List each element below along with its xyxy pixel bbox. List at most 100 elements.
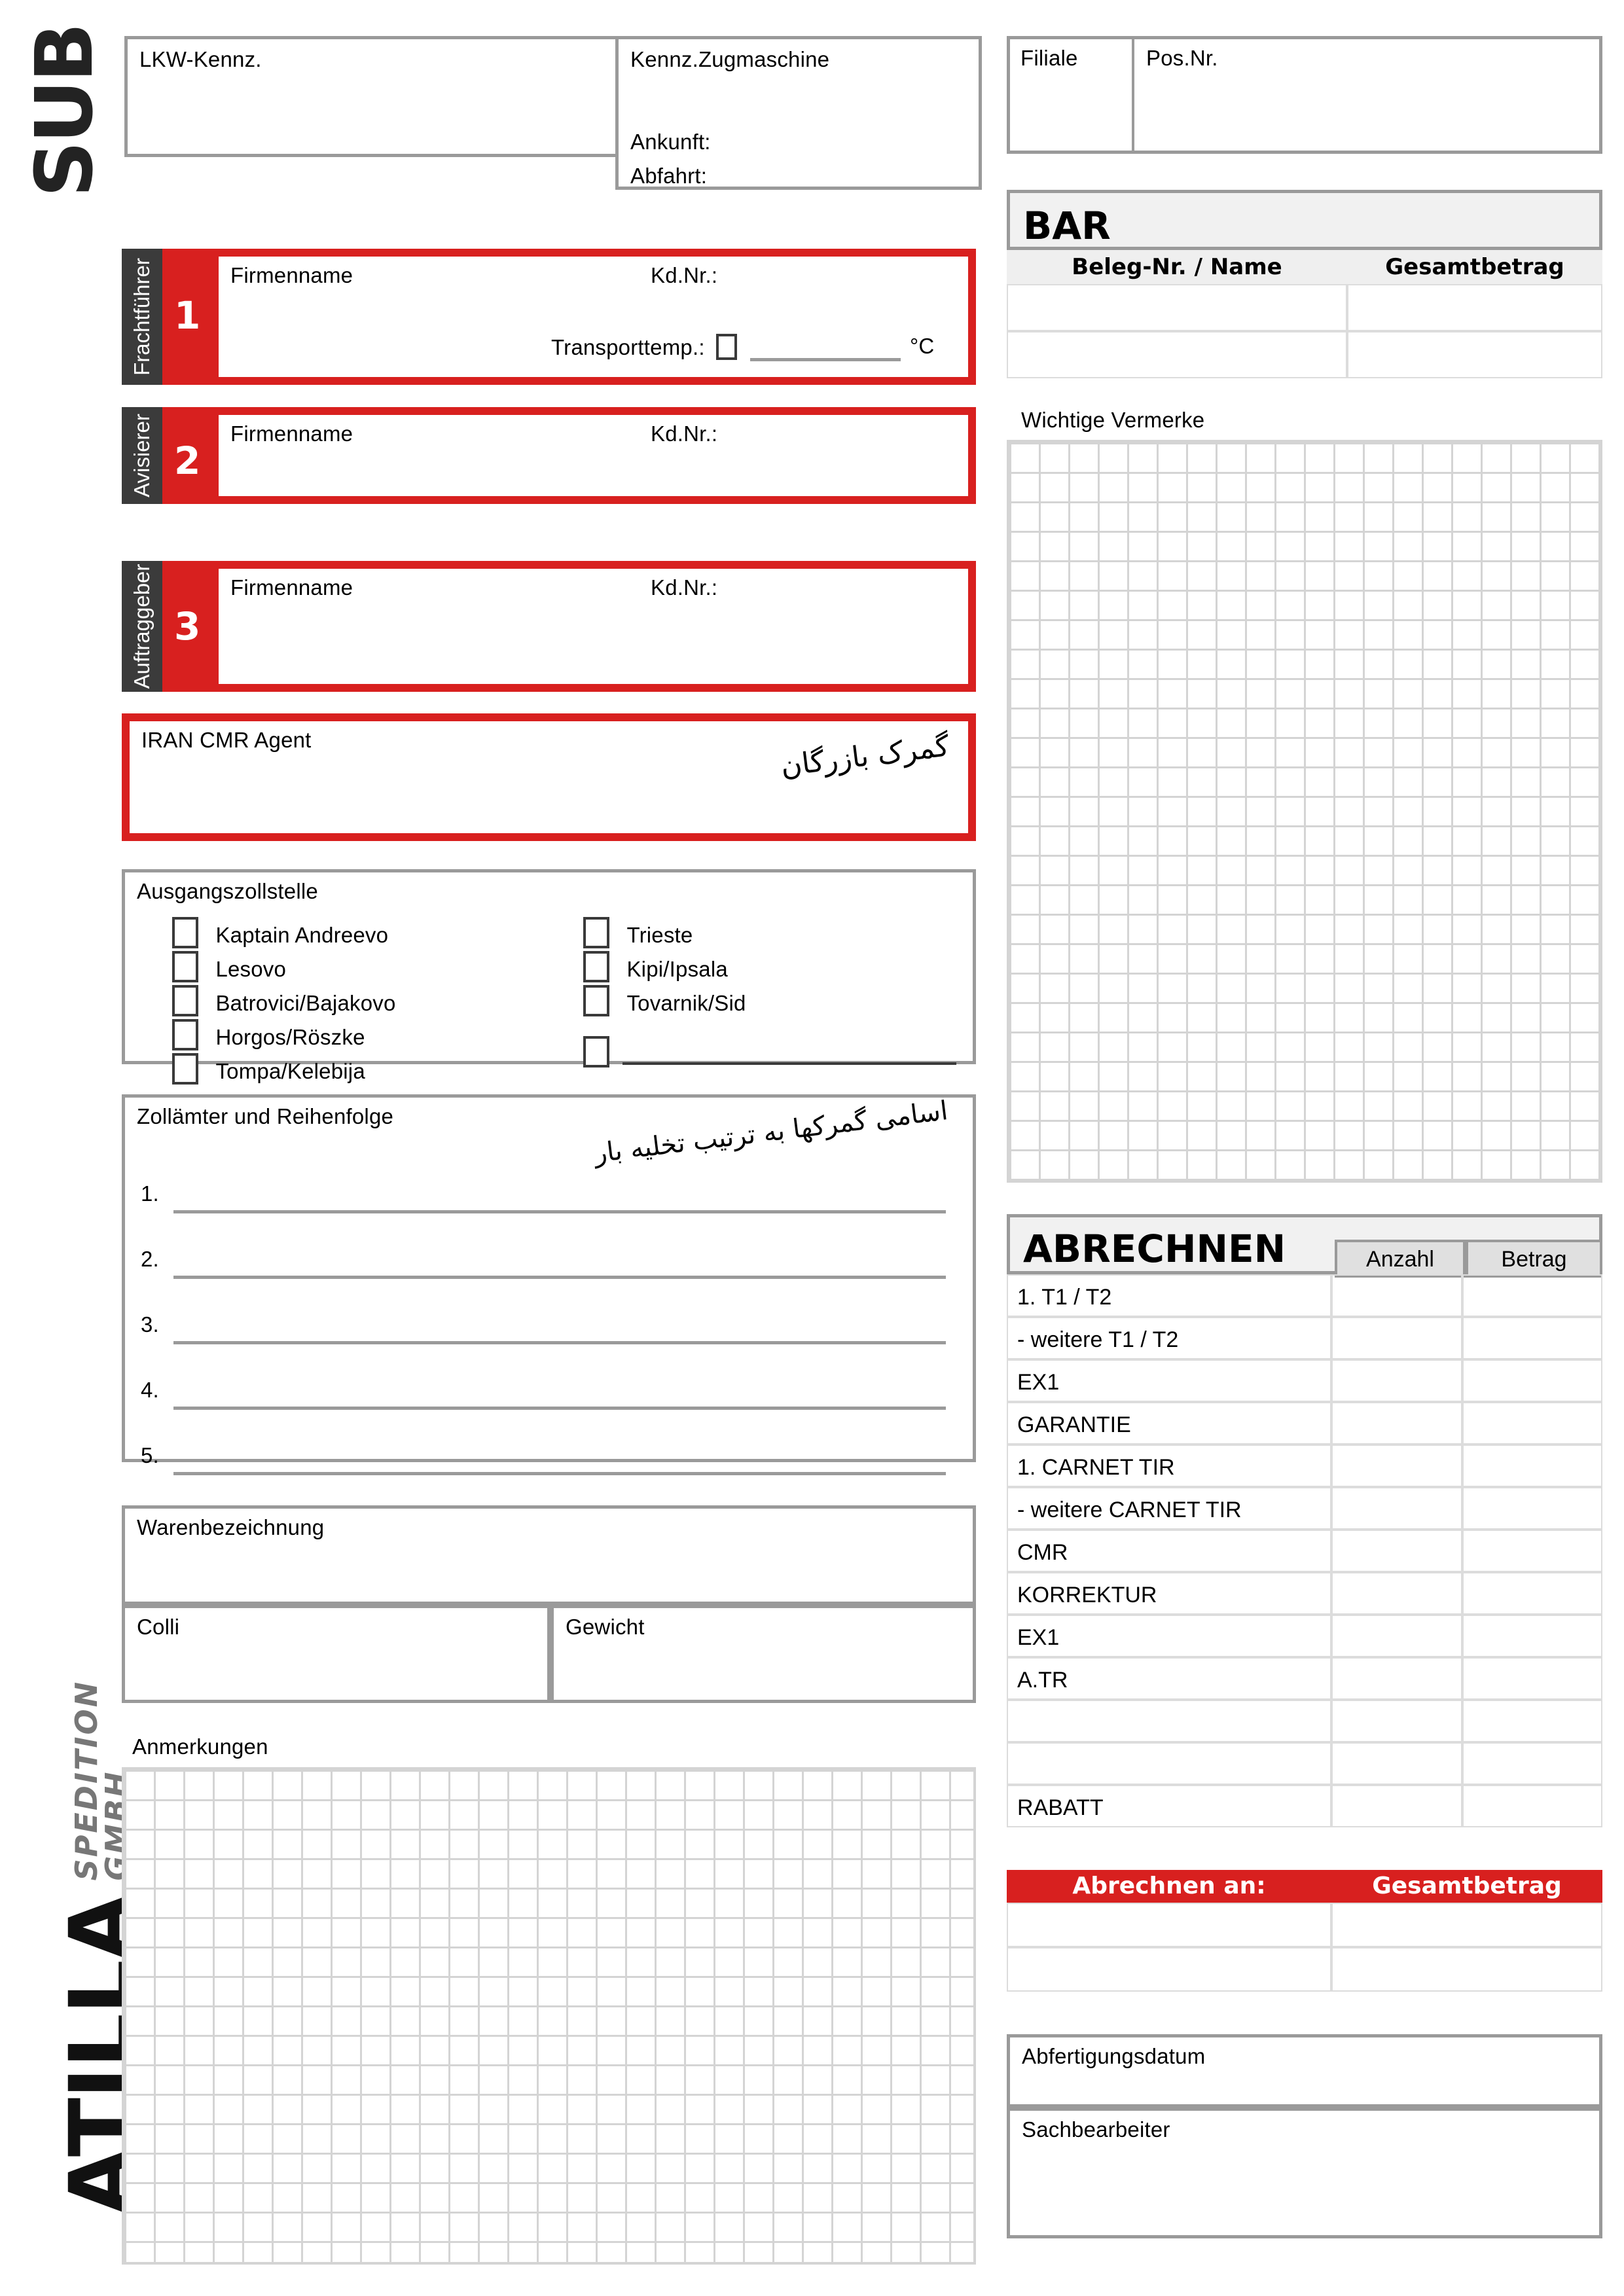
important-notes-grid[interactable] [1007, 440, 1602, 1183]
table-row[interactable] [1347, 284, 1602, 331]
billing-row-amount-cell[interactable] [1462, 1317, 1602, 1359]
colli-box[interactable]: Colli [122, 1605, 550, 1703]
customs-order-item-number: 1. [141, 1181, 159, 1206]
billing-row-amount-cell[interactable] [1462, 1615, 1602, 1657]
iran-cmr-agent-inner[interactable]: IRAN CMR Agent گمرک بازرگان [130, 721, 968, 833]
billing-row-amount-cell[interactable] [1462, 1700, 1602, 1742]
billing-row-amount-cell[interactable] [1462, 1359, 1602, 1402]
customs-order-input-line[interactable] [173, 1407, 946, 1410]
billing-row-label: KORREKTUR [1007, 1572, 1331, 1615]
table-row[interactable] [1007, 284, 1347, 331]
customs-order-item-number: 2. [141, 1247, 159, 1271]
goods-description-box[interactable]: Warenbezeichnung [122, 1505, 976, 1605]
exit-customs-option-left-4[interactable]: Tompa/Kelebija [172, 1053, 365, 1088]
billing-row-count-cell[interactable] [1331, 1785, 1462, 1827]
checkbox-tovarnik-sid[interactable] [583, 985, 609, 1016]
party-fields-3[interactable]: Firmenname Kd.Nr.: [219, 569, 968, 684]
filiale-cell[interactable]: Filiale [1010, 39, 1134, 151]
billing-row-label: CMR [1007, 1530, 1331, 1572]
exit-customs-option-right-1[interactable]: Kipi/Ipsala [583, 951, 728, 986]
billing-row-count-cell[interactable] [1331, 1444, 1462, 1487]
exit-customs-option-right-2[interactable]: Tovarnik/Sid [583, 985, 746, 1020]
customs-order-box: Zollämter und Reihenfolge اسامی گمرکها ب… [122, 1094, 976, 1475]
party-tab-label: Avisierer [130, 414, 154, 497]
exit-customs-option-label: Tompa/Kelebija [215, 1059, 365, 1083]
checkbox-batrovici-bajakovo[interactable] [172, 985, 198, 1016]
weight-box[interactable]: Gewicht [550, 1605, 976, 1703]
table-row[interactable] [1007, 1903, 1331, 1947]
clearance-date-box[interactable]: Abfertigungsdatum [1007, 2034, 1602, 2108]
party-tab-auftraggeber: Auftraggeber [122, 561, 162, 692]
exit-customs-option-label: Tovarnik/Sid [626, 991, 746, 1015]
pos-nr-cell[interactable]: Pos.Nr. [1134, 39, 1599, 151]
billing-row-amount-cell[interactable] [1462, 1444, 1602, 1487]
exit-customs-other-input-line[interactable] [623, 1062, 956, 1065]
exit-customs-option-left-2[interactable]: Batrovici/Bajakovo [172, 985, 395, 1020]
bar-title: BAR [1023, 204, 1111, 248]
billing-row-count-cell[interactable] [1331, 1274, 1462, 1317]
exit-customs-box: Ausgangszollstelle Kaptain Andreevo Leso… [122, 869, 976, 1085]
checkbox-horgos-roeszke[interactable] [172, 1019, 198, 1050]
exit-customs-option-left-1[interactable]: Lesovo [172, 951, 286, 986]
party-tab-label: Auftraggeber [130, 564, 154, 689]
billing-row-amount-cell[interactable] [1462, 1742, 1602, 1785]
billing-row-count-cell[interactable] [1331, 1572, 1462, 1615]
exit-customs-option-right-0[interactable]: Trieste [583, 917, 693, 952]
customs-order-input-line[interactable] [173, 1210, 946, 1213]
iran-cmr-agent-box[interactable]: IRAN CMR Agent گمرک بازرگان [122, 713, 976, 841]
exit-customs-option-left-0[interactable]: Kaptain Andreevo [172, 917, 388, 952]
lkw-plate-box[interactable]: LKW-Kennz. [124, 36, 622, 157]
billing-row-amount-cell[interactable] [1462, 1530, 1602, 1572]
table-row[interactable] [1007, 331, 1347, 378]
customs-order-input-line[interactable] [173, 1341, 946, 1344]
transport-temp-checkbox[interactable] [716, 334, 737, 360]
important-notes-title: Wichtige Vermerke [1021, 408, 1205, 432]
billing-row-count-cell[interactable] [1331, 1657, 1462, 1700]
billing-row-amount-cell[interactable] [1462, 1274, 1602, 1317]
billing-row-count-cell[interactable] [1331, 1317, 1462, 1359]
billing-row-label: - weitere T1 / T2 [1007, 1317, 1331, 1359]
customs-order-title: Zollämter und Reihenfolge [137, 1104, 394, 1128]
checkbox-tompa-kelebija[interactable] [172, 1053, 198, 1085]
billing-row-count-cell[interactable] [1331, 1487, 1462, 1530]
tractor-plate-box[interactable]: Kennz.Zugmaschine Ankunft: Abfahrt: [615, 36, 982, 190]
transport-temp-input-line[interactable] [750, 358, 901, 361]
customs-order-input-line[interactable] [173, 1472, 946, 1475]
billing-row-count-cell[interactable] [1331, 1359, 1462, 1402]
bar-col-document-header: Beleg-Nr. / Name [1007, 250, 1347, 284]
table-row[interactable] [1347, 331, 1602, 378]
bar-table: Beleg-Nr. / Name Gesamtbetrag [1007, 250, 1602, 378]
billing-row-amount-cell[interactable] [1462, 1487, 1602, 1530]
billing-row-label [1007, 1700, 1331, 1742]
customs-order-input-line[interactable] [173, 1276, 946, 1279]
exit-customs-option-label: Trieste [626, 923, 693, 947]
billing-row-amount-cell[interactable] [1462, 1572, 1602, 1615]
checkbox-kaptain-andreevo[interactable] [172, 917, 198, 948]
billing-row-amount-cell[interactable] [1462, 1402, 1602, 1444]
billing-row-count-cell[interactable] [1331, 1700, 1462, 1742]
billing-row-count-cell[interactable] [1331, 1530, 1462, 1572]
exit-customs-option-other[interactable] [583, 1036, 609, 1071]
party-fields-1[interactable]: Firmenname Kd.Nr.: Transporttemp.: °C [219, 257, 968, 377]
billing-row-amount-cell[interactable] [1462, 1657, 1602, 1700]
exit-customs-option-left-3[interactable]: Horgos/Röszke [172, 1019, 365, 1054]
billing-row-label: 1. CARNET TIR [1007, 1444, 1331, 1487]
clerk-box[interactable]: Sachbearbeiter [1007, 2108, 1602, 2238]
table-row[interactable] [1331, 1903, 1602, 1947]
billing-row-count-cell[interactable] [1331, 1402, 1462, 1444]
company-name-label: Firmenname [230, 422, 353, 446]
checkbox-trieste[interactable] [583, 917, 609, 948]
billing-row-count-cell[interactable] [1331, 1742, 1462, 1785]
billing-row-count-cell[interactable] [1331, 1615, 1462, 1657]
billing-row-label: - weitere CARNET TIR [1007, 1487, 1331, 1530]
table-row[interactable] [1331, 1947, 1602, 1992]
checkbox-other-exit-customs[interactable] [583, 1036, 609, 1067]
bill-to-footer-rows [1007, 1903, 1602, 1992]
party-fields-2[interactable]: Firmenname Kd.Nr.: [219, 415, 968, 496]
checkbox-kipi-ipsala[interactable] [583, 951, 609, 982]
exit-customs-option-label: Batrovici/Bajakovo [215, 991, 396, 1015]
remarks-grid[interactable] [122, 1767, 976, 2265]
table-row[interactable] [1007, 1947, 1331, 1992]
billing-row-amount-cell[interactable] [1462, 1785, 1602, 1827]
checkbox-lesovo[interactable] [172, 951, 198, 982]
